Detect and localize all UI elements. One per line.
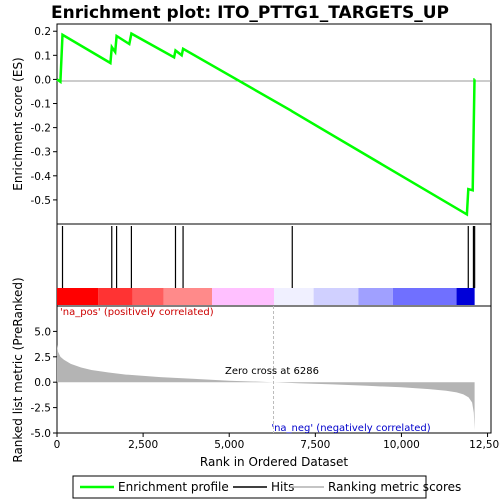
x-axis-label: Rank in Ordered Dataset: [200, 455, 348, 469]
chart-title: Enrichment plot: ITO_PTTG1_TARGETS_UP: [51, 3, 449, 23]
metric-panel: -5.0 -2.5 0.0 2.5 5.0 'na_pos' (positively c…: [11, 277, 492, 463]
x-tick-label: 7,500: [300, 439, 330, 451]
es-y-tick-label: -0.1: [31, 99, 52, 111]
heatmap-segment: [57, 288, 99, 305]
es-y-tick-label: -0.5: [31, 195, 52, 207]
hits-panel: [56, 223, 492, 307]
x-tick-label: 0: [54, 439, 61, 451]
metric-y-tick-label: 5.0: [34, 326, 51, 338]
x-tick-label: 10,000: [383, 439, 420, 451]
neg-label: 'na_neg' (negatively correlated): [271, 423, 430, 434]
heatmap-segment: [163, 288, 212, 305]
heatmap-segment: [212, 288, 274, 305]
x-tick-label: 5,000: [214, 439, 244, 451]
metric-y-tick-label: 0.0: [34, 377, 51, 389]
heatmap-segment: [132, 288, 164, 305]
heatmap-segment: [98, 288, 133, 305]
rank-heatmap: [57, 288, 475, 305]
heatmap-segment: [392, 288, 457, 305]
es-y-tick-label: -0.3: [31, 147, 52, 159]
heatmap-segment: [456, 288, 475, 305]
es-y-tick-label: 0.2: [34, 26, 51, 38]
es-y-tick-label: -0.2: [31, 123, 52, 135]
heatmap-segment: [358, 288, 393, 305]
zero-cross-label: Zero cross at 6286: [225, 366, 319, 377]
hit-lines: [61, 226, 476, 288]
legend: Enrichment profile Hits Ranking metric s…: [72, 475, 461, 499]
es-panel: -0.5 -0.4 -0.3 -0.2 -0.1 0.0 0.1 0.2 Enrichment…: [11, 23, 492, 225]
es-y-tick-label: 0.0: [34, 74, 51, 86]
x-tick-label: 2,500: [128, 439, 158, 451]
heatmap-segment: [274, 288, 314, 305]
es-y-axis-label: Enrichment score (ES): [11, 57, 25, 190]
x-tick-label: 12,500: [469, 439, 500, 451]
metric-y-tick-label: -2.5: [31, 403, 52, 415]
metric-y-tick-label: 2.5: [34, 352, 51, 364]
legend-hits-label: Hits: [271, 480, 294, 494]
x-ticks: 0 2,500 5,000 7,500 10,000 12,500: [54, 433, 500, 451]
pos-label: 'na_pos' (positively correlated): [60, 307, 214, 318]
es-y-ticks: -0.5 -0.4 -0.3 -0.2 -0.1 0.0 0.1 0.2: [31, 26, 57, 207]
metric-y-ticks: -5.0 -2.5 0.0 2.5 5.0: [31, 326, 57, 440]
es-y-tick-label: 0.1: [34, 50, 51, 62]
heatmap-segment: [313, 288, 359, 305]
enrichment-profile-line: [56, 31, 476, 217]
metric-y-axis-label: Ranked list metric (PreRanked): [11, 277, 25, 462]
legend-profile-label: Enrichment profile: [118, 480, 229, 494]
legend-metric-label: Ranking metric scores: [328, 480, 461, 494]
es-panel-frame: [56, 23, 492, 225]
es-y-tick-label: -0.4: [31, 171, 52, 183]
metric-y-tick-label: -5.0: [31, 428, 52, 440]
